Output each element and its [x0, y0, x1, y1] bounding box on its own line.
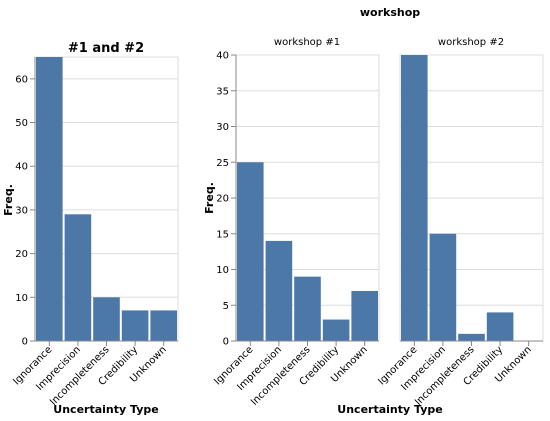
x-axis-title: Uncertainty Type [53, 403, 158, 416]
y-tick-label: 40 [216, 51, 229, 62]
bar-imprecision [429, 233, 457, 341]
facet-label: workshop #2 [438, 37, 504, 48]
y-axis-title: Freq. [203, 182, 216, 214]
chart-panel-workshop-2: workshop #2 IgnoranceImprecisionIncomple… [376, 37, 544, 408]
bar-credibility [322, 319, 350, 341]
y-tick-label: 0 [223, 337, 229, 348]
y-tick-label: 30 [216, 122, 229, 133]
y-tick-label: 40 [15, 162, 28, 173]
y-axis: 0 10 20 30 40 50 60 [15, 57, 36, 348]
x-axis-title: Uncertainty Type [337, 403, 442, 416]
y-tick-label: 0 [22, 337, 28, 348]
y-tick-label: 5 [223, 301, 229, 312]
bar-incompleteness [93, 297, 120, 341]
y-tick-label: 15 [216, 229, 229, 240]
y-tick-label: 10 [216, 265, 229, 276]
x-axis: IgnoranceImprecisionIncompletenessCredib… [376, 340, 543, 408]
bar-incompleteness [294, 276, 321, 341]
bar-incompleteness [458, 333, 485, 341]
bar-unknown [351, 290, 378, 341]
bar-imprecision [265, 240, 293, 341]
bar-unknown [150, 310, 177, 341]
x-axis: IgnoranceImprecisionIncompletenessCredib… [212, 340, 379, 408]
facet-header: workshop [360, 6, 420, 19]
y-tick-label: 25 [216, 158, 229, 169]
y-tick-label: 35 [216, 86, 229, 97]
y-tick-label: 20 [216, 194, 229, 205]
y-axis: 0 5 10 15 20 25 30 35 40 [216, 51, 237, 348]
bar-ignorance [36, 57, 63, 341]
chart-panel-workshop-1: workshop #1 0 5 10 15 20 25 30 35 40 IgnoranceIm… [203, 37, 380, 408]
y-tick-label: 30 [15, 205, 28, 216]
y-tick-label: 10 [15, 293, 28, 304]
y-tick-label: 50 [15, 118, 28, 129]
y-tick-label: 60 [15, 74, 28, 85]
chart-title: #1 and #2 [68, 41, 144, 56]
x-axis: IgnoranceImprecisionIncompletenessCredib… [11, 340, 178, 408]
facet-label: workshop #1 [274, 37, 340, 48]
bar-ignorance [401, 55, 428, 341]
bar-ignorance [237, 162, 264, 341]
bars [36, 57, 177, 341]
bar-credibility [486, 312, 514, 341]
y-tick-label: 20 [15, 249, 28, 260]
bars [401, 55, 514, 341]
bar-imprecision [64, 214, 92, 341]
y-axis-title: Freq. [2, 184, 15, 216]
chart-panel-combined: #1 and #2 0 10 20 30 40 50 60 IgnoranceImpreci… [2, 41, 179, 416]
bars [237, 162, 378, 341]
bar-credibility [121, 310, 149, 341]
